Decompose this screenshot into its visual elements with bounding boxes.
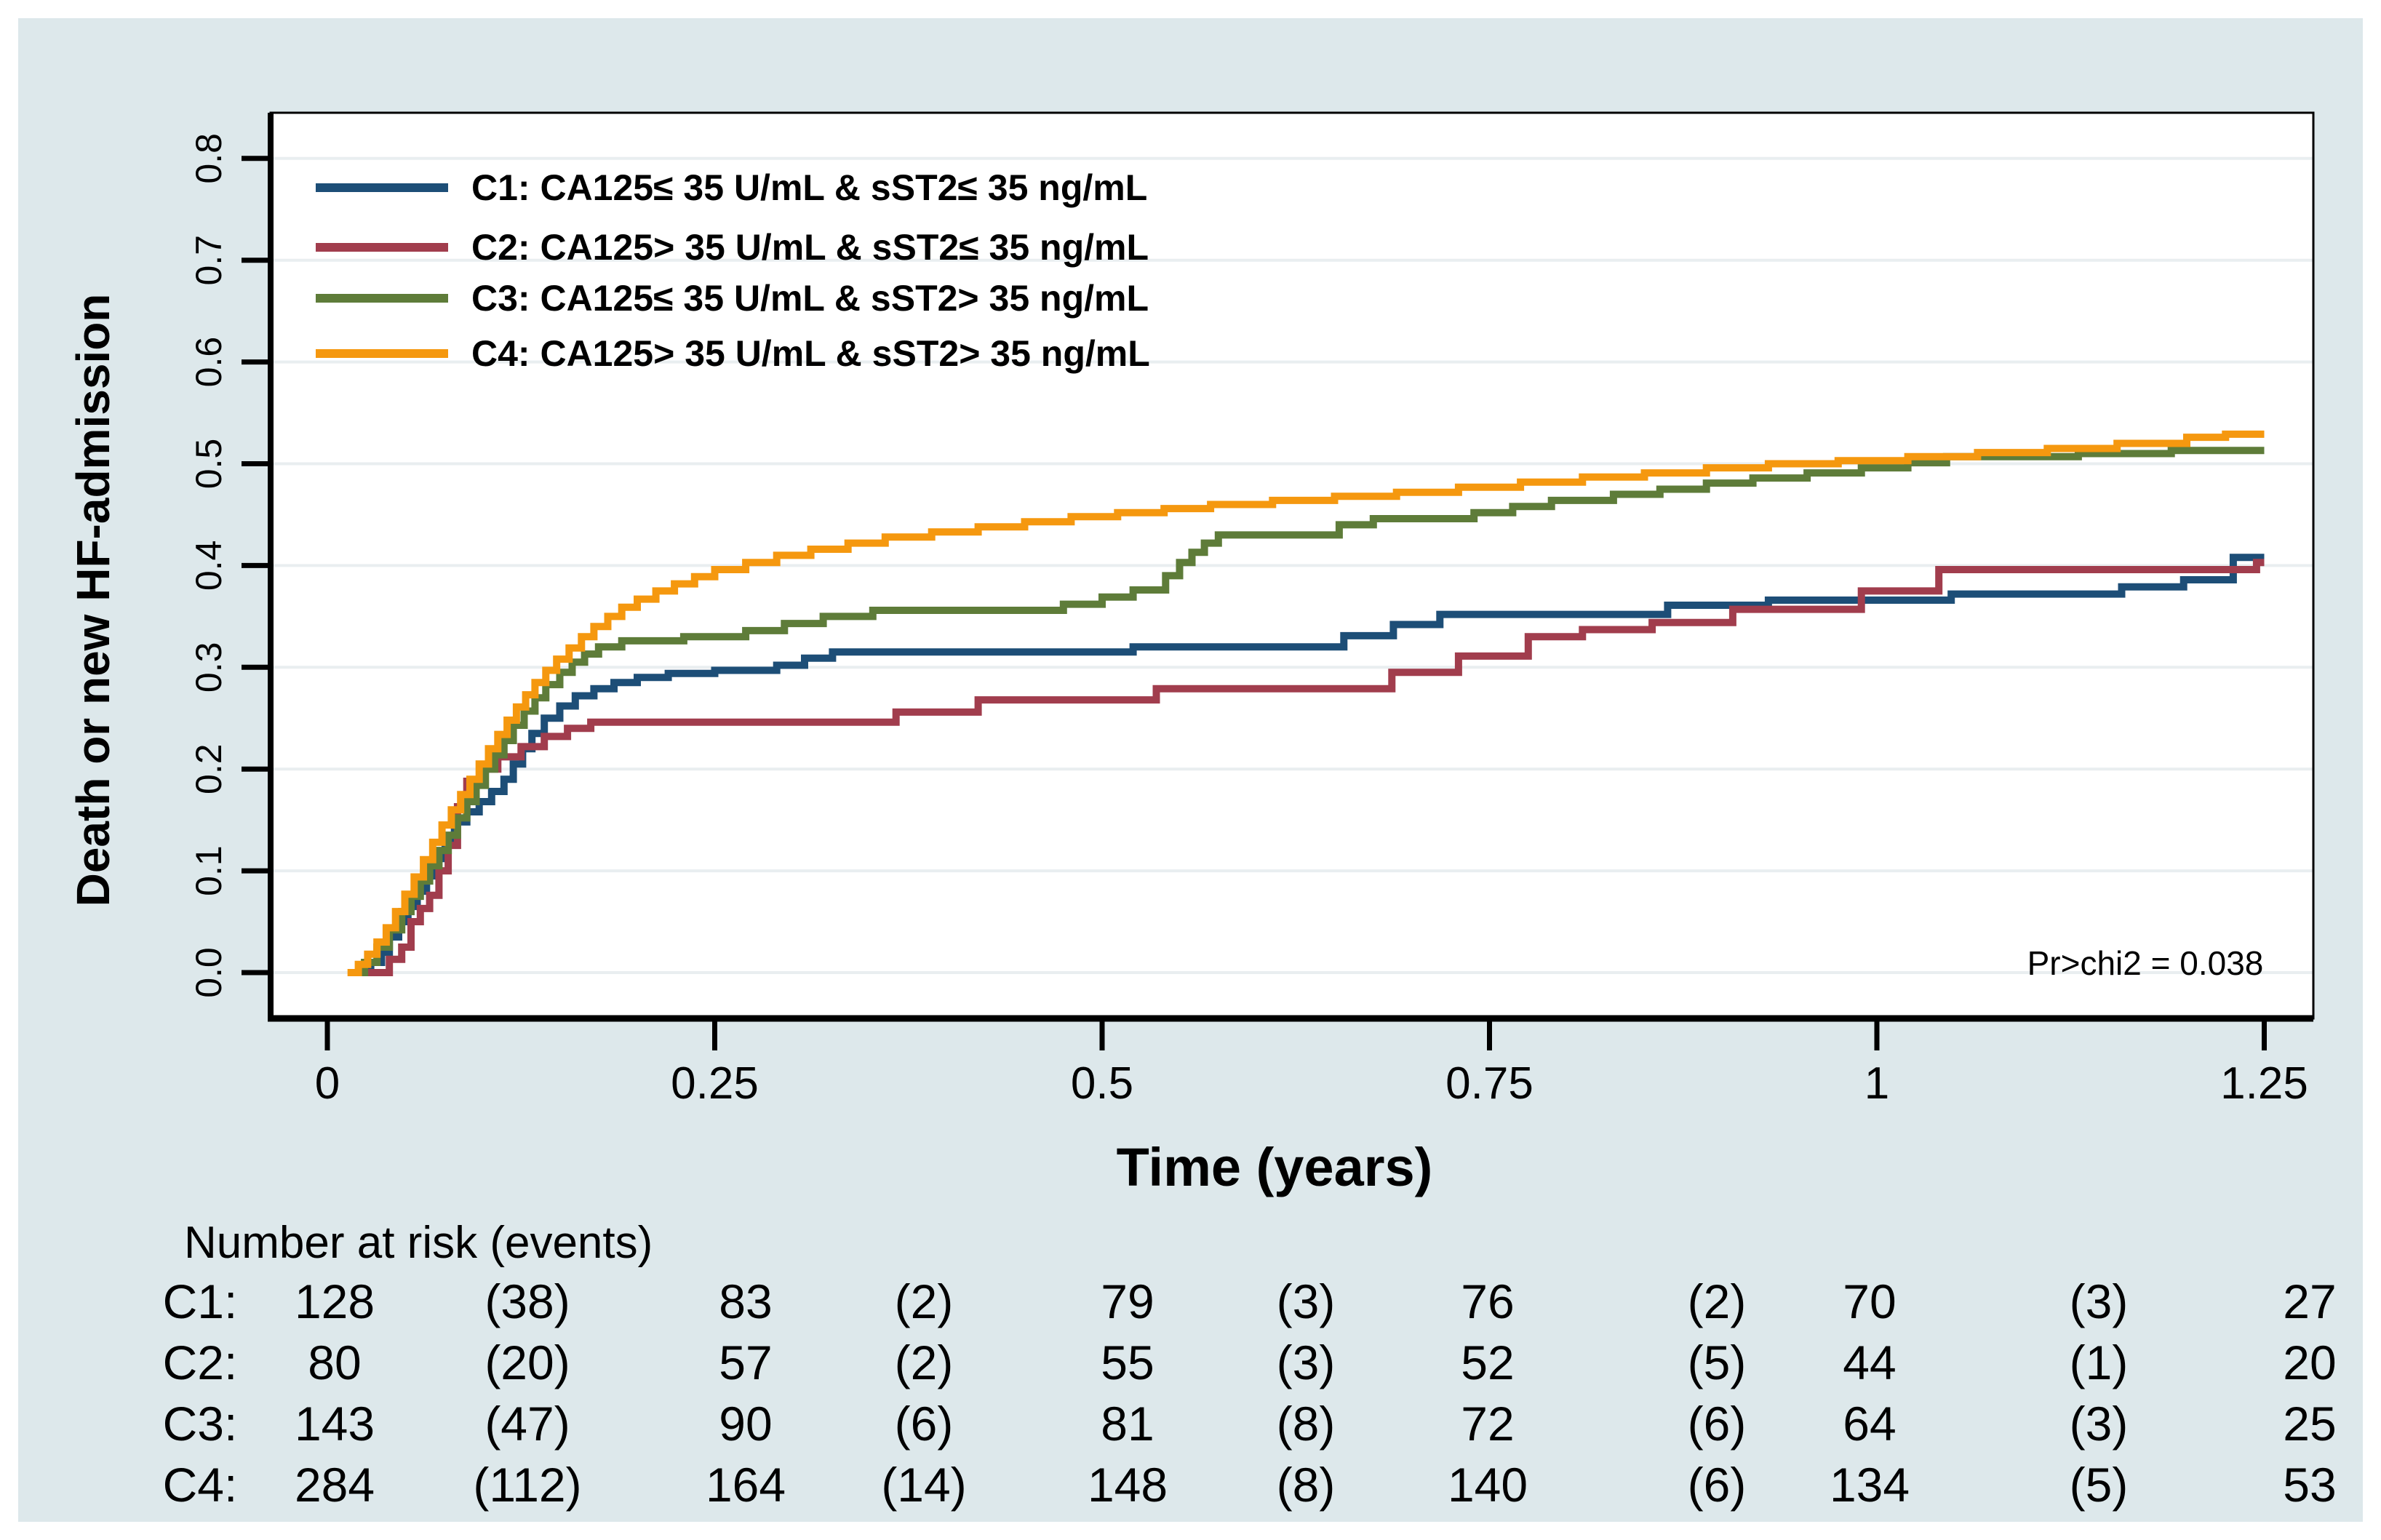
svg-text:0.25: 0.25 [671, 1058, 759, 1109]
risk-value: 143 [294, 1397, 375, 1451]
survival-curves [347, 430, 2265, 976]
risk-value: 64 [1843, 1397, 1897, 1451]
risk-events: (112) [473, 1458, 582, 1512]
figure-canvas: 0.0 0.1 0.2 0.3 0.4 0.5 0.6 0.7 0.8 0 0.25 0.5 0.75 1… [18, 18, 2363, 1522]
risk-events: (6) [1687, 1397, 1747, 1451]
risk-value: 81 [1101, 1397, 1154, 1451]
risk-value: 57 [719, 1336, 773, 1389]
risk-events: (8) [1276, 1397, 1336, 1451]
legend-line-swatch-c4 [316, 349, 448, 358]
y-axis-title: Death or new HF-admission [67, 293, 119, 907]
x-axis-title: Time (years) [1116, 1137, 1433, 1197]
risk-value: 70 [1843, 1274, 1897, 1328]
svg-text:0.0: 0.0 [188, 947, 229, 998]
risk-value: 148 [1087, 1458, 1168, 1512]
risk-events: (3) [2069, 1397, 2129, 1451]
legend-line-swatch-c2 [316, 243, 448, 252]
risk-events: (2) [894, 1274, 954, 1328]
risk-value: 83 [719, 1274, 773, 1328]
risk-value: 284 [294, 1458, 375, 1512]
risk-value: 27 [2283, 1274, 2337, 1328]
risk-value: 128 [294, 1274, 375, 1328]
risk-value: 72 [1461, 1397, 1515, 1451]
risk-table-row-c2: C2: 80 (20) 57 (2) 55 (3) 52 (5) 44 (1) … [18, 1332, 2381, 1393]
risk-value: 55 [1101, 1336, 1154, 1389]
risk-value: 52 [1461, 1336, 1515, 1389]
legend-line-swatch-c1 [316, 183, 448, 192]
svg-text:0: 0 [315, 1058, 340, 1109]
svg-text:1.25: 1.25 [2220, 1058, 2308, 1109]
risk-value: 79 [1101, 1274, 1154, 1328]
legend-item-c3: C3: CA125≤ 35 U/mL & sST2> 35 ng/mL [316, 278, 1149, 319]
risk-events: (1) [2069, 1336, 2129, 1389]
risk-events: (6) [1687, 1458, 1747, 1512]
risk-events: (2) [1687, 1274, 1747, 1328]
legend-label-c3: C3: CA125≤ 35 U/mL & sST2> 35 ng/mL [471, 278, 1149, 319]
axis-ticks [242, 156, 2267, 1050]
risk-events: (3) [1276, 1274, 1336, 1328]
legend-item-c1: C1: CA125≤ 35 U/mL & sST2≤ 35 ng/mL [316, 167, 1148, 208]
legend-label-c2: C2: CA125> 35 U/mL & sST2≤ 35 ng/mL [471, 227, 1149, 268]
legend-item-c2: C2: CA125> 35 U/mL & sST2≤ 35 ng/mL [316, 227, 1149, 268]
svg-text:0.5: 0.5 [188, 439, 229, 490]
svg-text:0.7: 0.7 [188, 235, 229, 286]
legend-label-c4: C4: CA125> 35 U/mL & sST2> 35 ng/mL [471, 333, 1150, 374]
legend-line-swatch-c3 [316, 294, 448, 303]
risk-events: (20) [484, 1336, 570, 1389]
risk-row-label: C1: [162, 1274, 238, 1328]
risk-events: (47) [484, 1397, 570, 1451]
risk-value: 134 [1829, 1458, 1910, 1512]
svg-text:1: 1 [1864, 1058, 1889, 1109]
risk-events: (38) [484, 1274, 570, 1328]
pvalue-annotation: Pr>chi2 = 0.038 [2027, 944, 2264, 982]
risk-value: 76 [1461, 1274, 1515, 1328]
risk-events: (2) [894, 1336, 954, 1389]
svg-text:0.3: 0.3 [188, 642, 229, 693]
risk-events: (8) [1276, 1458, 1336, 1512]
legend-label-c1: C1: CA125≤ 35 U/mL & sST2≤ 35 ng/mL [471, 167, 1148, 208]
svg-text:0.75: 0.75 [1445, 1058, 1534, 1109]
risk-value: 80 [308, 1336, 362, 1389]
svg-text:0.4: 0.4 [188, 540, 229, 591]
gridlines [271, 156, 2313, 974]
risk-events: (14) [881, 1458, 967, 1512]
risk-events: (5) [2069, 1458, 2129, 1512]
legend: C1: CA125≤ 35 U/mL & sST2≤ 35 ng/mL C2: … [316, 164, 1189, 411]
risk-value: 164 [705, 1458, 786, 1512]
svg-text:0.2: 0.2 [188, 743, 229, 794]
risk-value: 90 [719, 1397, 773, 1451]
svg-text:0.6: 0.6 [188, 337, 229, 388]
risk-row-label: C2: [162, 1336, 238, 1389]
svg-text:0.5: 0.5 [1071, 1058, 1133, 1109]
risk-value: 20 [2283, 1336, 2337, 1389]
legend-item-c4: C4: CA125> 35 U/mL & sST2> 35 ng/mL [316, 333, 1150, 374]
axis-tick-labels: 0.0 0.1 0.2 0.3 0.4 0.5 0.6 0.7 0.8 0 0.25 0.5 0.75 1… [188, 133, 2308, 1109]
risk-events: (5) [1687, 1336, 1747, 1389]
risk-table-header: Number at risk (events) [184, 1218, 653, 1268]
svg-text:0.8: 0.8 [188, 133, 229, 184]
risk-events: (3) [2069, 1274, 2129, 1328]
risk-table-row-c1: C1: 128 (38) 83 (2) 79 (3) 76 (2) 70 (3)… [18, 1271, 2381, 1332]
risk-value: 140 [1447, 1458, 1528, 1512]
svg-text:0.1: 0.1 [188, 845, 229, 896]
risk-value: 25 [2283, 1397, 2337, 1451]
risk-events: (3) [1276, 1336, 1336, 1389]
risk-row-label: C4: [162, 1458, 238, 1512]
risk-table-row-c3: C3: 143 (47) 90 (6) 81 (8) 72 (6) 64 (3)… [18, 1393, 2381, 1454]
risk-value: 44 [1843, 1336, 1897, 1389]
risk-value: 53 [2283, 1458, 2337, 1512]
risk-events: (6) [894, 1397, 954, 1451]
risk-table-row-c4: C4: 284 (112) 164 (14) 148 (8) 140 (6) 1… [18, 1454, 2381, 1515]
risk-row-label: C3: [162, 1397, 238, 1451]
